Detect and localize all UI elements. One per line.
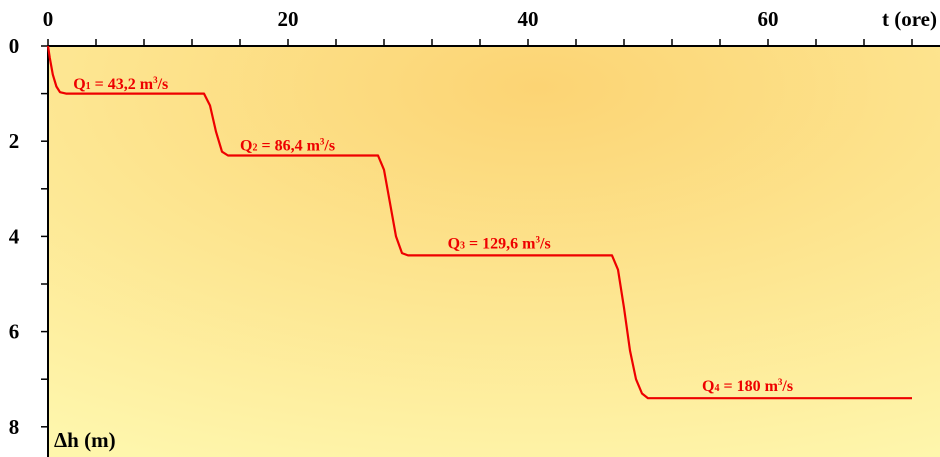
- y-tick-label: 8: [9, 415, 20, 439]
- x-axis-ticks: 0 20 40 60: [43, 7, 913, 46]
- y-axis-ticks: 0 2 4 6 8: [9, 34, 48, 439]
- x-tick-label: 0: [43, 7, 54, 31]
- x-axis-title: t (ore): [882, 7, 937, 31]
- series-group: [46, 45, 912, 400]
- y-tick-label: 6: [9, 320, 20, 344]
- y-tick-label: 4: [9, 224, 20, 248]
- y-tick-label: 2: [9, 129, 20, 153]
- plot-background: [48, 46, 940, 457]
- axes: [47, 45, 940, 457]
- x-tick-label: 40: [518, 7, 539, 31]
- annotations-group: Q1 = 43,2 m3/s Q2 = 86,4 m3/s Q3 = 129,6 m…: [73, 75, 793, 395]
- flow-label-3: Q3 = 129,6 m3/s: [448, 234, 551, 252]
- flow-label-1: Q1 = 43,2 m3/s: [73, 75, 168, 93]
- flow-label-2: Q2 = 86,4 m3/s: [240, 137, 335, 155]
- series-line-1: [46, 45, 912, 400]
- x-tick-label: 60: [758, 7, 779, 31]
- x-tick-label: 20: [278, 7, 299, 31]
- y-tick-label: 0: [9, 34, 20, 58]
- y-axis-title: Δh (m): [54, 428, 116, 452]
- flow-label-4: Q4 = 180 m3/s: [702, 377, 793, 395]
